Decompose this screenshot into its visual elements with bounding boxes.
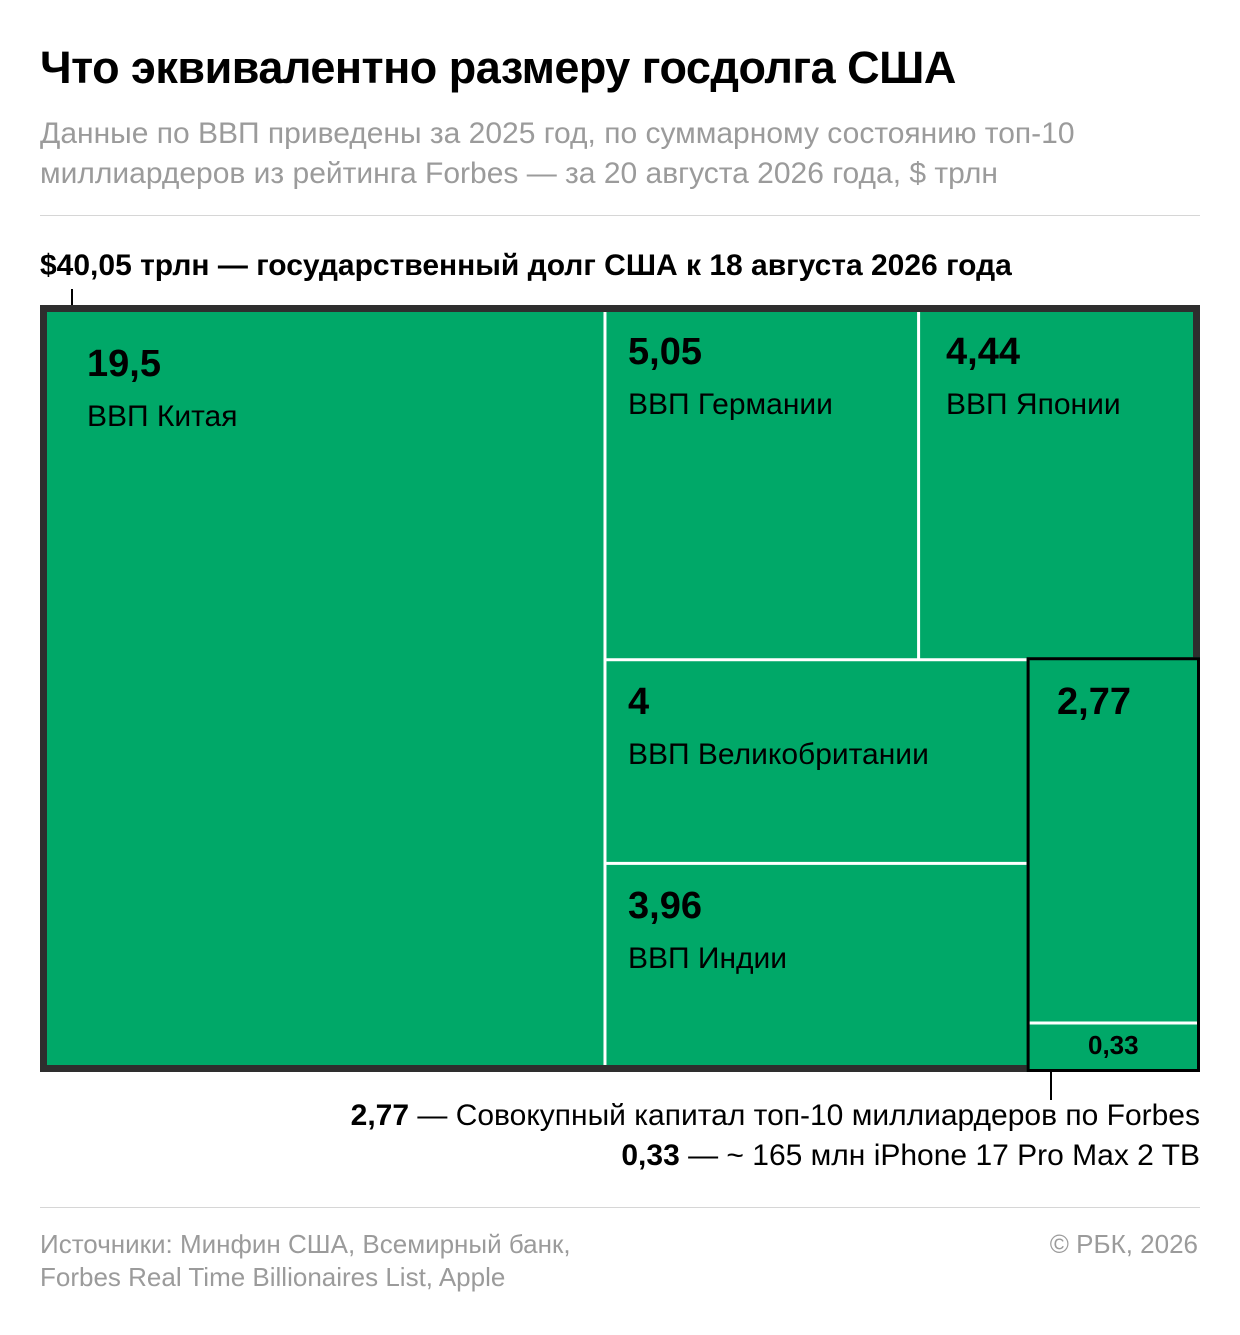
- japan-name-label: ВВП Японии: [946, 388, 1121, 421]
- top-divider: [40, 215, 1200, 216]
- copyright: © РБК, 2026: [1049, 1229, 1198, 1259]
- sources-line-2: Forbes Real Time Billionaires List, Appl…: [40, 1262, 506, 1292]
- footnote-text: — ~ 165 млн iPhone 17 Pro Max 2 TB: [679, 1139, 1200, 1172]
- china-value-label: 19,5: [87, 343, 161, 385]
- footnote-billionaires: 2,77 — Совокупный капитал топ-10 миллиар…: [351, 1096, 1200, 1136]
- sources-line-1: Источники: Минфин США, Всемирный банк,: [40, 1229, 571, 1259]
- china-name-label: ВВП Китая: [87, 400, 237, 433]
- germany-value-label: 5,05: [628, 331, 702, 373]
- separator-iphones: [1029, 1021, 1197, 1025]
- billionaires-area: [1026, 657, 1200, 1072]
- footnote-value: 0,33: [621, 1139, 680, 1172]
- chart-subtitle: Данные по ВВП приведены за 2025 год, по …: [40, 114, 1210, 194]
- separator-china: [603, 312, 607, 1065]
- subtitle-line-2: миллиардеров из рейтинга Forbes — за 20 …: [40, 157, 998, 190]
- japan-value-label: 4,44: [946, 331, 1020, 373]
- footnote-text: — Совокупный капитал топ-10 миллиардеров…: [409, 1099, 1200, 1132]
- billionaires-pointer-tick: [1050, 1070, 1052, 1100]
- billionaires-value-label: 2,77: [1057, 681, 1131, 723]
- total-debt-headline: $40,05 трлн — государственный долг США к…: [40, 249, 1012, 282]
- uk-value-label: 4: [628, 681, 649, 723]
- footnote-iphones: 0,33 — ~ 165 млн iPhone 17 Pro Max 2 TB: [351, 1136, 1200, 1176]
- separator-top-row: [606, 658, 1193, 662]
- separator-germany-japan: [917, 312, 921, 660]
- headline-pointer-tick: [71, 289, 73, 313]
- footnote-value: 2,77: [350, 1099, 410, 1132]
- sources: Источники: Минфин США, Всемирный банк, F…: [40, 1228, 571, 1294]
- germany-name-label: ВВП Германии: [628, 388, 833, 421]
- chart-title: Что эквивалентно размеру госдолга США: [40, 42, 956, 93]
- subtitle-line-1: Данные по ВВП приведены за 2025 год, по …: [40, 117, 1075, 150]
- total-debt-area: [47, 312, 1193, 1065]
- footnotes: 2,77 — Совокупный капитал топ-10 миллиар…: [351, 1096, 1200, 1176]
- india-value-label: 3,96: [628, 885, 702, 927]
- bottom-divider: [40, 1207, 1200, 1208]
- india-name-label: ВВП Индии: [628, 942, 787, 975]
- separator-uk-india: [606, 861, 1027, 865]
- uk-name-label: ВВП Великобритании: [628, 738, 929, 771]
- billionaires-outline: [1026, 657, 1200, 1072]
- iphones-value-label: 0,33: [1088, 1030, 1139, 1060]
